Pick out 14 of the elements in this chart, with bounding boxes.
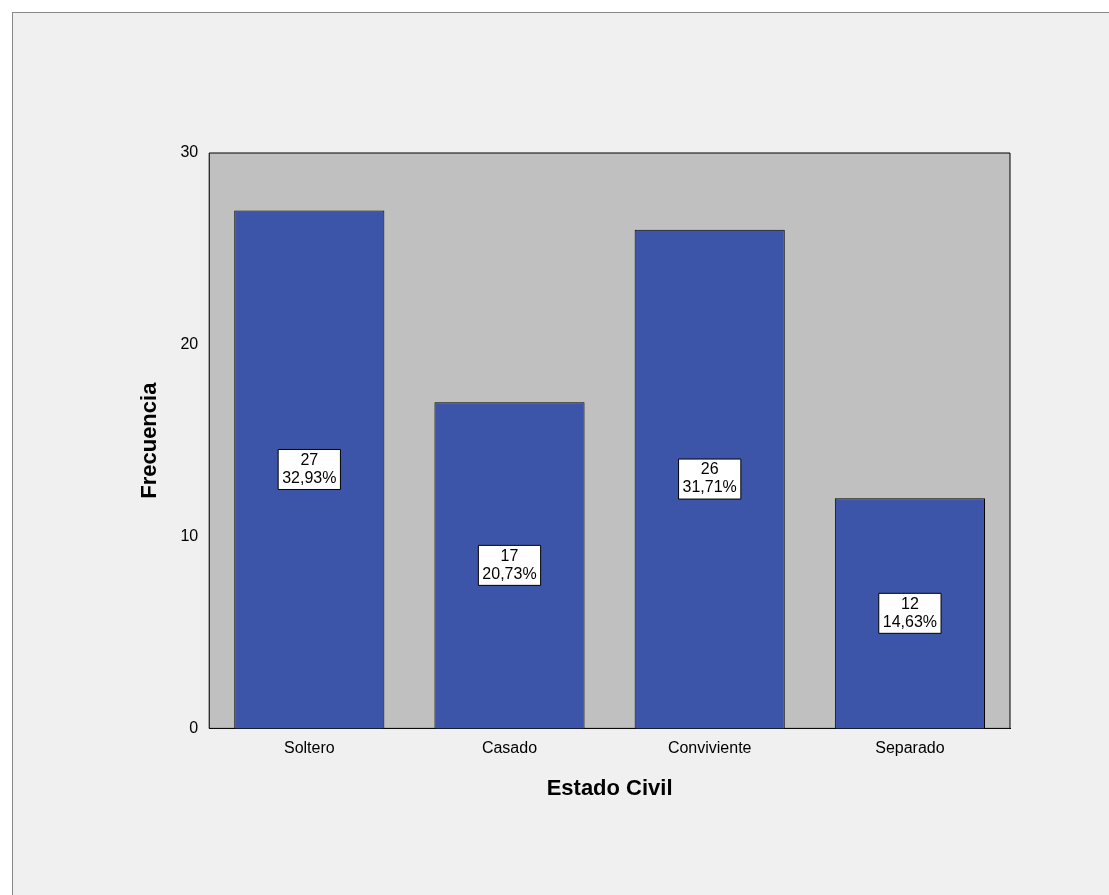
- y-tick-label: 20: [180, 335, 199, 353]
- data-label: 12 14,63%: [882, 594, 938, 630]
- x-tick-label: Soltero: [283, 739, 335, 757]
- data-label: 27 32,93%: [282, 450, 337, 486]
- x-axis-title: Estado Civil: [546, 774, 673, 800]
- y-axis-title: Frecuencia: [136, 381, 162, 499]
- data-label: 26 31,71%: [682, 460, 737, 496]
- x-tick-label: Casado: [481, 739, 538, 757]
- x-tick-label: Separado: [875, 739, 945, 757]
- data-label: 17 20,73%: [482, 546, 537, 582]
- y-tick-label: 30: [180, 143, 199, 161]
- y-tick-label: 0: [189, 718, 199, 736]
- x-tick-label: Conviviente: [667, 739, 752, 757]
- y-tick-label: 10: [180, 527, 199, 545]
